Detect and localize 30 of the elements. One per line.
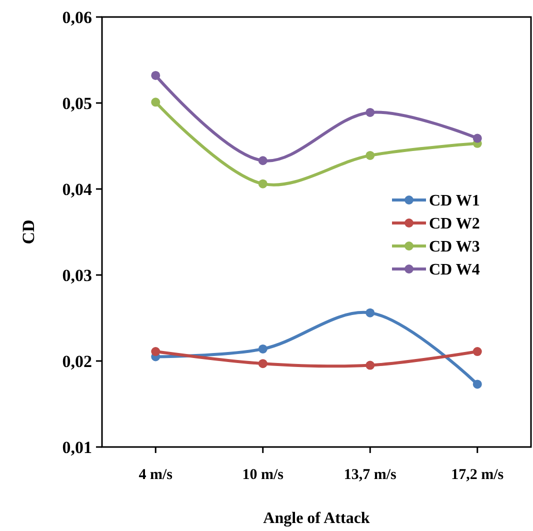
point <box>151 347 160 356</box>
point <box>258 359 268 368</box>
y-tick-label: 0,02 <box>62 352 92 371</box>
y-tick-label: 0,01 <box>62 438 92 457</box>
legend-label: CD W4 <box>429 262 480 279</box>
point <box>472 380 482 389</box>
legend-label: CD W2 <box>429 216 480 233</box>
x-tick-label: 13,7 m/s <box>344 467 397 483</box>
y-tick-label: 0,06 <box>62 8 92 27</box>
point <box>151 98 160 107</box>
point <box>472 347 482 356</box>
point <box>258 156 268 166</box>
point <box>366 150 375 160</box>
point <box>366 108 375 117</box>
y-axis-title: CD <box>19 220 38 244</box>
x-axis-title: Angle of Attack <box>263 510 370 527</box>
x-tick-label: 10 m/s <box>242 467 284 483</box>
x-tick-label: 17,2 m/s <box>451 467 504 483</box>
point <box>366 360 375 370</box>
point <box>472 134 482 143</box>
y-tick-label: 0,03 <box>62 266 92 285</box>
point <box>258 179 268 188</box>
y-tick-label: 0,05 <box>62 94 92 113</box>
legend-label: CD W1 <box>429 192 480 210</box>
point <box>151 70 160 80</box>
y-tick-label: 0,04 <box>62 180 92 199</box>
x-tick-label: 4 m/s <box>138 467 173 483</box>
point <box>258 344 268 354</box>
legend-label: CD W3 <box>429 238 480 256</box>
point <box>366 308 375 318</box>
